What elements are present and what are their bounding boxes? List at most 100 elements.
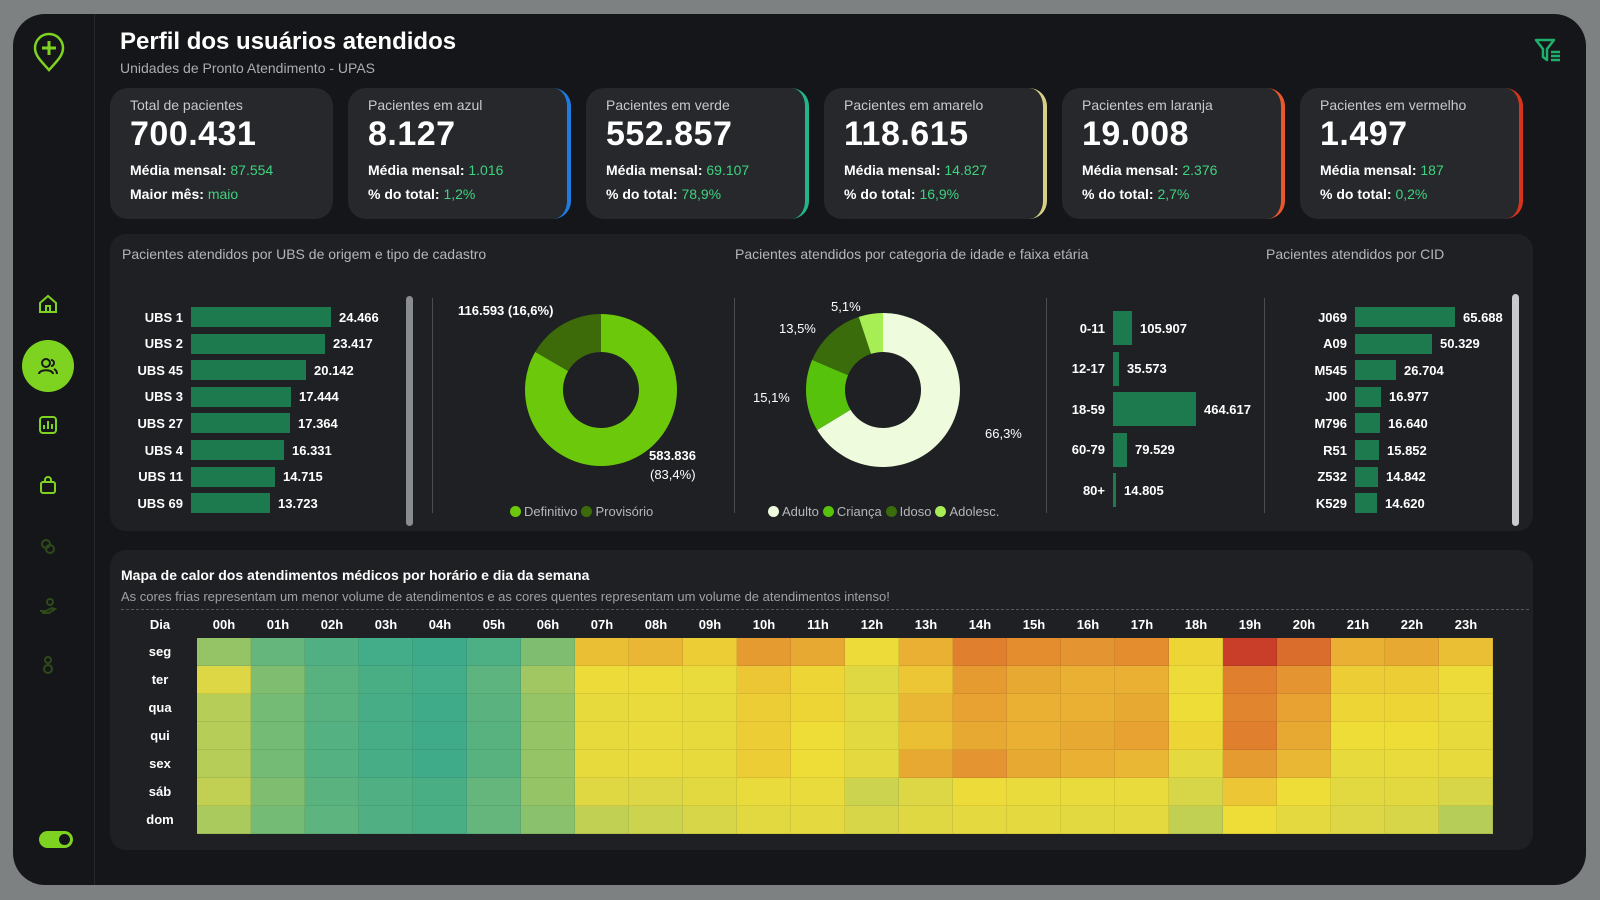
heatmap-cell[interactable] xyxy=(899,638,953,666)
heatmap-cell[interactable] xyxy=(1061,694,1115,722)
heatmap-cell[interactable] xyxy=(467,694,521,722)
heatmap-cell[interactable] xyxy=(683,806,737,834)
heatmap-cell[interactable] xyxy=(953,750,1007,778)
faixa-bar[interactable] xyxy=(1113,311,1132,345)
cadastro-slice-provisrio[interactable] xyxy=(535,314,601,371)
heatmap-cell[interactable] xyxy=(629,778,683,806)
cid-bar-row[interactable]: M545 26.704 xyxy=(1275,359,1444,381)
cid-scrollbar[interactable] xyxy=(1512,294,1519,526)
heatmap-cell[interactable] xyxy=(359,694,413,722)
heatmap-cell[interactable] xyxy=(953,722,1007,750)
heatmap-cell[interactable] xyxy=(1169,722,1223,750)
heatmap-cell[interactable] xyxy=(467,638,521,666)
heatmap-cell[interactable] xyxy=(1439,694,1493,722)
heatmap-cell[interactable] xyxy=(1439,722,1493,750)
faixa-bar-row[interactable]: 12-17 35.573 xyxy=(1053,351,1167,386)
heatmap-cell[interactable] xyxy=(197,750,251,778)
heatmap-cell[interactable] xyxy=(1007,778,1061,806)
heatmap-cell[interactable] xyxy=(1277,666,1331,694)
heatmap-cell[interactable] xyxy=(629,806,683,834)
faixa-bar-row[interactable]: 80+ 14.805 xyxy=(1053,473,1164,507)
heatmap-cell[interactable] xyxy=(413,806,467,834)
heatmap-cell[interactable] xyxy=(737,666,791,694)
faixa-bar-row[interactable]: 60-79 79.529 xyxy=(1053,432,1175,467)
heatmap-cell[interactable] xyxy=(359,806,413,834)
heatmap-cell[interactable] xyxy=(575,666,629,694)
heatmap-cell[interactable] xyxy=(1385,806,1439,834)
cid-bar[interactable] xyxy=(1355,360,1396,381)
heatmap-cell[interactable] xyxy=(1385,722,1439,750)
home-icon[interactable] xyxy=(34,290,62,318)
heatmap-cell[interactable] xyxy=(1277,750,1331,778)
heatmap-cell[interactable] xyxy=(845,750,899,778)
ubs-bar[interactable] xyxy=(191,386,291,407)
heatmap-cell[interactable] xyxy=(953,694,1007,722)
kpi-card[interactable]: Pacientes em azul 8.127 Média mensal: 1.… xyxy=(348,88,571,219)
heatmap-cell[interactable] xyxy=(305,778,359,806)
heatmap-cell[interactable] xyxy=(575,722,629,750)
heatmap-cell[interactable] xyxy=(1169,778,1223,806)
heatmap-cell[interactable] xyxy=(1277,694,1331,722)
heatmap-cell[interactable] xyxy=(197,638,251,666)
ubs-bar-row[interactable]: UBS 2 23.417 xyxy=(113,333,373,355)
heatmap-cell[interactable] xyxy=(413,778,467,806)
heatmap-cell[interactable] xyxy=(899,694,953,722)
heatmap-cell[interactable] xyxy=(737,694,791,722)
heatmap-cell[interactable] xyxy=(1169,806,1223,834)
kpi-card[interactable]: Pacientes em verde 552.857 Média mensal:… xyxy=(586,88,809,219)
heatmap-cell[interactable] xyxy=(251,638,305,666)
ubs-bar[interactable] xyxy=(191,493,270,514)
ubs-bar[interactable] xyxy=(191,440,284,460)
heatmap-cell[interactable] xyxy=(413,638,467,666)
heatmap-cell[interactable] xyxy=(953,806,1007,834)
ubs-bar-row[interactable]: UBS 27 17.364 xyxy=(113,412,338,434)
heatmap-cell[interactable] xyxy=(197,694,251,722)
heatmap-cell[interactable] xyxy=(1277,806,1331,834)
heatmap-cell[interactable] xyxy=(305,806,359,834)
heatmap-cell[interactable] xyxy=(791,806,845,834)
heatmap-cell[interactable] xyxy=(1115,666,1169,694)
heatmap-cell[interactable] xyxy=(1061,778,1115,806)
heatmap-cell[interactable] xyxy=(575,750,629,778)
heatmap-cell[interactable] xyxy=(1007,666,1061,694)
theme-toggle[interactable] xyxy=(39,831,73,848)
heatmap-cell[interactable] xyxy=(953,778,1007,806)
ubs-bar[interactable] xyxy=(191,333,325,354)
heatmap-cell[interactable] xyxy=(251,750,305,778)
heatmap-cell[interactable] xyxy=(791,778,845,806)
heatmap-cell[interactable] xyxy=(305,750,359,778)
heatmap-cell[interactable] xyxy=(791,666,845,694)
heatmap-cell[interactable] xyxy=(845,778,899,806)
heatmap-cell[interactable] xyxy=(467,750,521,778)
heatmap-cell[interactable] xyxy=(467,722,521,750)
heatmap-cell[interactable] xyxy=(1061,750,1115,778)
heatmap-cell[interactable] xyxy=(251,722,305,750)
cid-bar-row[interactable]: J00 16.977 xyxy=(1275,386,1429,408)
cid-bar-row[interactable]: R51 15.852 xyxy=(1275,439,1427,461)
heatmap-cell[interactable] xyxy=(1385,666,1439,694)
heatmap-cell[interactable] xyxy=(899,666,953,694)
ubs-bar[interactable] xyxy=(191,413,290,434)
kpi-card[interactable]: Total de pacientes 700.431 Média mensal:… xyxy=(110,88,333,219)
heatmap-cell[interactable] xyxy=(305,694,359,722)
heatmap-cell[interactable] xyxy=(629,722,683,750)
cid-bar[interactable] xyxy=(1355,333,1432,354)
heatmap-cell[interactable] xyxy=(1223,750,1277,778)
heatmap-cell[interactable] xyxy=(737,722,791,750)
heatmap-cell[interactable] xyxy=(197,806,251,834)
heatmap-cell[interactable] xyxy=(1331,694,1385,722)
faixa-bar[interactable] xyxy=(1113,351,1119,386)
faixa-bar[interactable] xyxy=(1113,432,1127,467)
heatmap-cell[interactable] xyxy=(1331,666,1385,694)
logo-plus-icon[interactable] xyxy=(32,32,66,72)
cid-bar[interactable] xyxy=(1355,307,1455,327)
ubs-bar[interactable] xyxy=(191,466,275,487)
heatmap-cell[interactable] xyxy=(413,722,467,750)
heatmap-cell[interactable] xyxy=(845,722,899,750)
heatmap-cell[interactable] xyxy=(899,778,953,806)
heatmap-cell[interactable] xyxy=(1223,666,1277,694)
heatmap-cell[interactable] xyxy=(305,666,359,694)
heatmap-cell[interactable] xyxy=(629,666,683,694)
heatmap-cell[interactable] xyxy=(683,638,737,666)
heatmap-cell[interactable] xyxy=(1439,638,1493,666)
